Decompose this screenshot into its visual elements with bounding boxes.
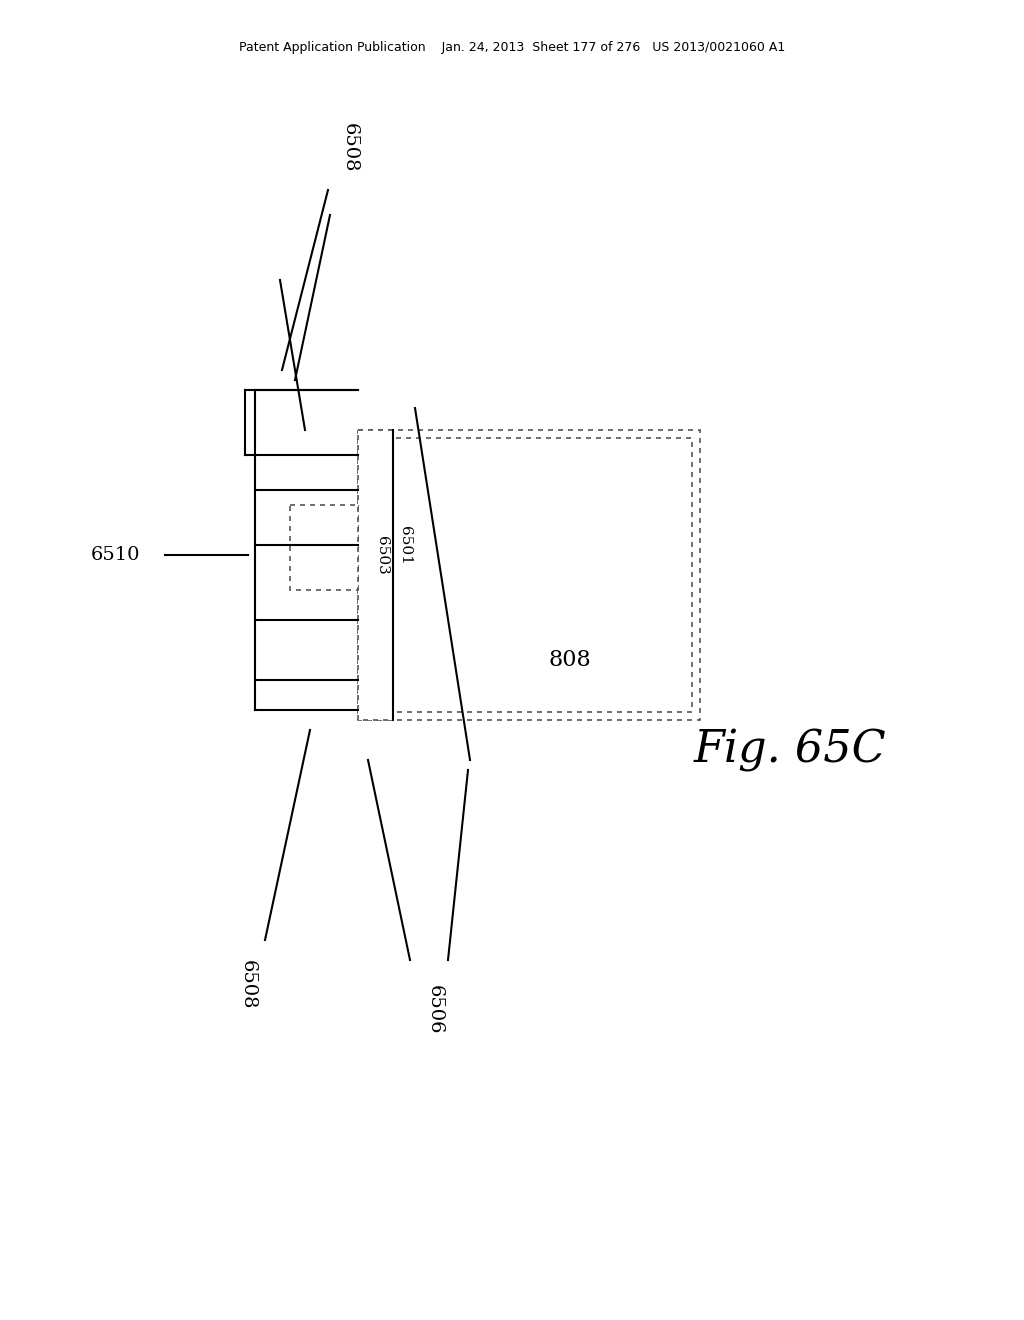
Text: 808: 808 [549, 649, 592, 671]
Text: 6508: 6508 [239, 960, 257, 1010]
Text: Patent Application Publication    Jan. 24, 2013  Sheet 177 of 276   US 2013/0021: Patent Application Publication Jan. 24, … [239, 41, 785, 54]
Text: 6508: 6508 [341, 123, 359, 173]
Bar [358, 430, 700, 719]
Bar [358, 430, 393, 719]
Text: Fig. 65C: Fig. 65C [693, 729, 887, 772]
Text: 6501: 6501 [398, 525, 412, 565]
Text: 6503: 6503 [375, 536, 389, 574]
Text: 6510: 6510 [90, 546, 139, 564]
Bar [290, 506, 358, 590]
Bar [366, 438, 692, 711]
Text: 6506: 6506 [426, 985, 444, 1035]
